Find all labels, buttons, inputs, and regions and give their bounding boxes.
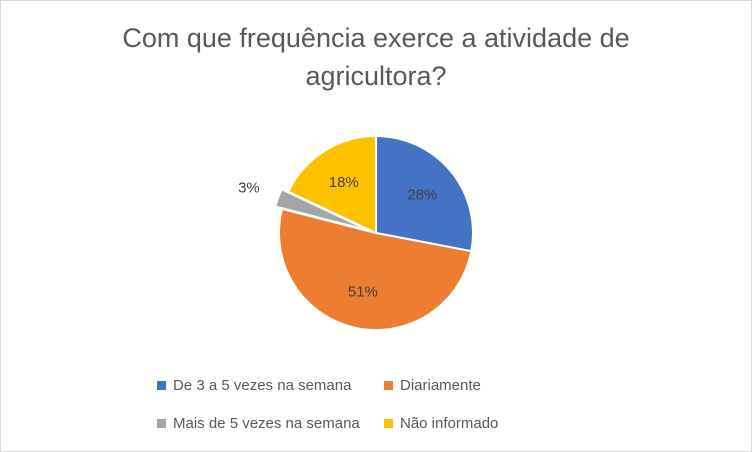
slice-diariamente [278,207,473,331]
data-label-de-3-a-5: 28% [407,187,437,204]
data-label-mais-de-5: 3% [238,179,260,196]
slice-nao-informado [286,134,377,235]
data-label-diariamente: 51% [348,284,378,301]
chart-title: Com que frequência exerce a atividade de… [122,23,630,91]
slice-mais-de-5 [274,187,370,232]
data-label-nao-informado: 18% [329,174,359,191]
slice-de-3-a-5 [375,134,474,253]
